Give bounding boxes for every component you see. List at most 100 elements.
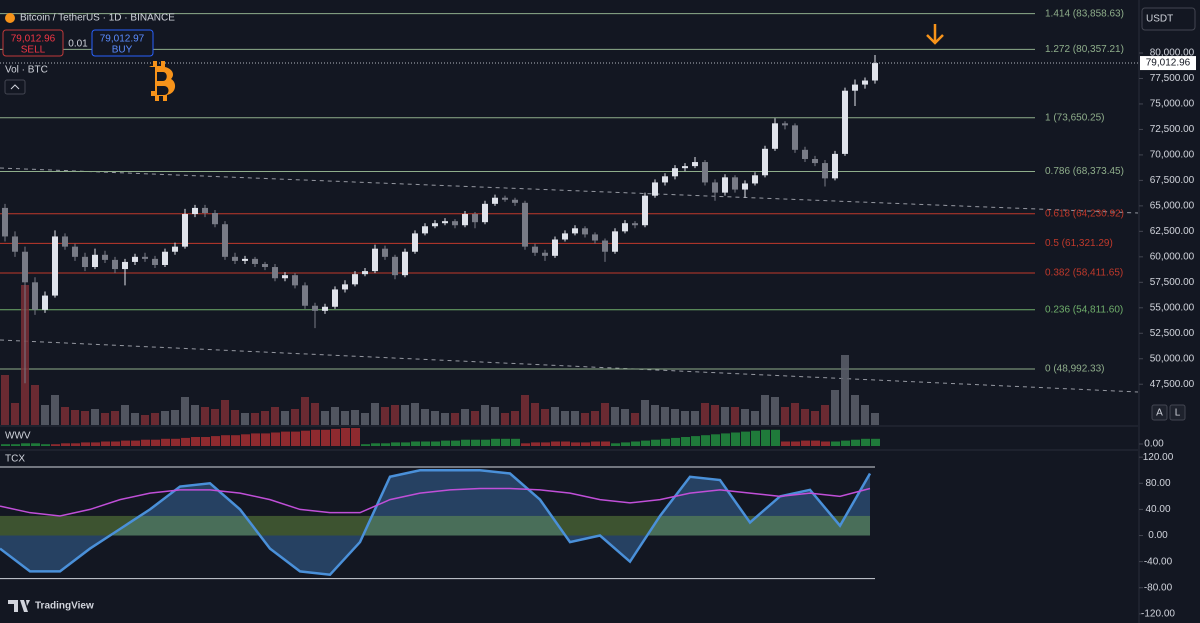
wwv-bar — [201, 437, 210, 446]
wwv-bar — [51, 444, 60, 446]
collapse-icon — [10, 84, 20, 90]
wwv-bar — [541, 442, 550, 446]
volume-bar — [551, 407, 559, 425]
y-tick-label: 55,000.00 — [1150, 302, 1195, 313]
candle-body — [402, 251, 408, 276]
candle-body — [852, 84, 858, 91]
volume-bar — [421, 409, 429, 425]
y-tick-label: 62,500.00 — [1150, 226, 1195, 237]
candle-body — [462, 214, 468, 226]
candle-body — [302, 285, 308, 306]
candle-body — [112, 259, 118, 270]
volume-bar — [581, 413, 589, 425]
wwv-bar — [31, 443, 40, 446]
volume-bar — [571, 411, 579, 425]
wwv-bar — [841, 440, 850, 446]
wwv-bar — [41, 444, 50, 446]
volume-bar — [491, 407, 499, 425]
y-tick-label: 60,000.00 — [1150, 251, 1195, 262]
tcx-tick-label: 80.00 — [1145, 478, 1170, 489]
candle-body — [742, 183, 748, 190]
volume-bar — [181, 397, 189, 425]
wwv-bar — [781, 441, 790, 446]
wwv-bar — [811, 440, 820, 446]
collapse-button[interactable] — [4, 79, 26, 95]
wwv-bar — [221, 435, 230, 446]
wwv-bar — [551, 441, 560, 446]
wwv-bar — [851, 439, 860, 446]
wwv-bar — [511, 438, 520, 446]
candle-body — [512, 199, 518, 203]
candle-body — [772, 123, 778, 149]
volume-bar — [661, 407, 669, 425]
wwv-bar — [331, 428, 340, 446]
volume-bar — [691, 411, 699, 425]
volume-bar — [681, 411, 689, 425]
candle-body — [842, 90, 848, 154]
candle-body — [292, 275, 298, 286]
fib-label: 0.382 (58,411.65) — [1045, 268, 1123, 279]
candle-body — [132, 256, 138, 262]
wwv-bar — [251, 433, 260, 446]
log-scale-label: L — [1175, 408, 1181, 419]
volume-bar — [1, 375, 9, 425]
candle-body — [82, 256, 88, 268]
candle-body — [872, 63, 878, 81]
buy-label: BUY — [112, 45, 133, 56]
candle-body — [62, 236, 68, 247]
candle-body — [332, 289, 338, 307]
wwv-bar — [481, 439, 490, 446]
candle-body — [272, 267, 278, 279]
sell-label: SELL — [21, 45, 46, 56]
tcx-band — [0, 515, 870, 536]
volume-bar — [501, 413, 509, 425]
candle-body — [32, 282, 38, 310]
volume-bar — [601, 403, 609, 425]
wwv-bar — [741, 431, 750, 446]
wwv-bar — [561, 441, 570, 446]
wwv-bar — [571, 442, 580, 446]
wwv-bar — [111, 441, 120, 446]
candle-body — [502, 197, 508, 200]
wwv-bar — [311, 429, 320, 446]
volume-bar — [261, 411, 269, 425]
candle-body — [172, 246, 178, 252]
volume-bar — [561, 411, 569, 425]
volume-bar — [51, 395, 59, 425]
wwv-bar — [361, 444, 370, 446]
wwv-bar — [831, 441, 840, 446]
currency-dropdown[interactable] — [1141, 7, 1196, 31]
volume-bar — [771, 397, 779, 425]
volume-bar — [121, 405, 129, 425]
log-scale-button[interactable] — [1169, 404, 1186, 421]
candle-body — [122, 261, 128, 270]
volume-bar — [81, 411, 89, 425]
auto-scale-button[interactable] — [1151, 404, 1168, 421]
candle-body — [832, 153, 838, 179]
candle-body — [352, 274, 358, 285]
volume-label: Vol · BTC — [5, 65, 48, 76]
buy-button[interactable] — [91, 29, 154, 57]
candle-body — [392, 256, 398, 276]
wwv-bar — [261, 433, 270, 446]
y-tick-label: 72,500.00 — [1150, 124, 1195, 135]
candle-body — [492, 197, 498, 204]
candle-body — [242, 258, 248, 261]
volume-bar — [161, 411, 169, 425]
volume-bar — [191, 405, 199, 425]
volume-bar — [801, 409, 809, 425]
candle-body — [412, 233, 418, 252]
wwv-bar — [591, 441, 600, 446]
wwv-bar — [371, 443, 380, 446]
wwv-bar — [661, 438, 670, 446]
volume-bar — [341, 411, 349, 425]
brand-logo — [8, 600, 30, 612]
volume-bar — [381, 407, 389, 425]
fib-label: 0.5 (61,321.29) — [1045, 238, 1113, 249]
volume-bar — [541, 409, 549, 425]
volume-bar — [271, 407, 279, 425]
candle-body — [562, 233, 568, 240]
tcx-tick-label: 0.00 — [1148, 530, 1168, 541]
sell-button[interactable] — [2, 29, 64, 57]
tcx-tick-label: 40.00 — [1145, 504, 1170, 515]
